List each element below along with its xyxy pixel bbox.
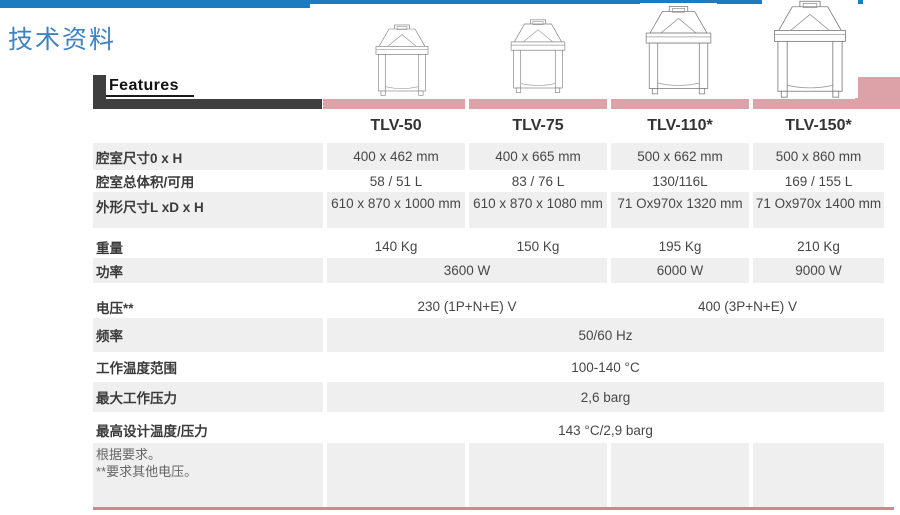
features-heading-bar <box>93 99 322 109</box>
column-band-tlv150 <box>753 99 900 109</box>
spec-value: 500 x 662 mm <box>611 143 749 170</box>
spec-row-max-working-pressure: 最大工作压力 2,6 barg <box>93 382 884 412</box>
spec-value: 210 Kg <box>797 239 840 254</box>
row-label: 工作温度范围 <box>96 361 177 376</box>
bottom-rule <box>93 507 894 510</box>
spec-value: 83 / 76 L <box>511 173 565 189</box>
spec-value: 610 x 870 x 1080 mm <box>469 192 607 228</box>
spec-row-chamber-volume: 腔室总体积/可用 58 / 51 L 83 / 76 L 130/116L 16… <box>93 170 884 192</box>
spec-value: 130/116L <box>652 173 708 189</box>
model-header-tlv50: TLV-50 <box>370 116 422 134</box>
spec-value: 169 / 155 L <box>784 173 853 189</box>
features-heading-underline <box>106 95 194 97</box>
header-spacer <box>93 109 323 142</box>
spec-value: 400 x 665 mm <box>469 143 607 170</box>
spec-value: 230 (1P+N+E) V <box>417 299 517 314</box>
spec-value: 100-140 °C <box>571 359 640 375</box>
top-accent-bar-left <box>0 0 310 8</box>
spec-value: 143 °C/2,9 barg <box>558 422 653 438</box>
row-label: 腔室尺寸0 x H <box>93 143 323 170</box>
spec-value: 610 x 870 x 1000 mm <box>327 192 465 228</box>
spec-value: 400 x 462 mm <box>327 143 465 170</box>
spec-row-design-temp-pressure: 最高设计温度/压力 143 °C/2,9 barg <box>93 417 884 443</box>
machine-illustration-tlv75-icon <box>506 15 570 97</box>
spec-value: 140 Kg <box>374 239 418 254</box>
spec-row-overall-dimensions: 外形尺寸L xD x H 610 x 870 x 1000 mm 610 x 8… <box>93 192 884 228</box>
spec-row-power: 功率 3600 W 6000 W 9000 W <box>93 258 884 283</box>
machine-illustration-tlv110-icon <box>640 3 717 97</box>
empty-cell <box>327 443 465 507</box>
empty-cell <box>753 443 884 507</box>
model-header-row: TLV-50 TLV-75 TLV-110* TLV-150* <box>93 109 884 142</box>
spec-row-chamber-size: 腔室尺寸0 x H 400 x 462 mm 400 x 665 mm 500 … <box>93 143 884 170</box>
page-title: 技术资料 <box>8 26 117 54</box>
row-label: 最大工作压力 <box>93 382 323 412</box>
machine-illustration-tlv50-icon <box>371 23 433 97</box>
footnote-row: 根据要求。 **要求其他电压。 <box>93 443 884 507</box>
empty-cell <box>469 443 607 507</box>
column-band-corner <box>855 77 900 99</box>
spec-value: 150 Kg <box>516 239 560 254</box>
row-label: 重量 <box>96 240 123 256</box>
spec-value: 400 (3P+N+E) V <box>697 299 798 314</box>
footnote-cell: 根据要求。 **要求其他电压。 <box>93 443 323 507</box>
model-header-tlv110: TLV-110* <box>647 116 713 134</box>
column-band-tlv75 <box>469 99 607 109</box>
row-label: 功率 <box>93 258 323 283</box>
spec-value: 3600 W <box>327 258 607 283</box>
spec-value: 58 / 51 L <box>369 173 423 189</box>
spec-value: 71 Ox970x 1400 mm <box>753 192 884 228</box>
row-label: 外形尺寸L xD x H <box>93 192 323 228</box>
row-label: 腔室总体积/可用 <box>96 175 195 190</box>
spec-value: 500 x 860 mm <box>753 143 884 170</box>
column-band-tlv50 <box>323 99 465 109</box>
spec-value: 195 Kg <box>658 239 702 254</box>
spec-value: 2,6 barg <box>327 382 884 412</box>
spec-value: 71 Ox970x 1320 mm <box>611 192 749 228</box>
row-label: 电压** <box>96 300 134 316</box>
machine-illustration-tlv150-icon <box>762 0 858 98</box>
model-header-tlv75: TLV-75 <box>512 116 564 134</box>
footnote-line-2: **要求其他电压。 <box>96 464 198 479</box>
spec-value: 9000 W <box>753 258 884 283</box>
column-band-tlv110 <box>611 99 749 109</box>
top-accent-bar-right <box>310 0 863 4</box>
spec-row-frequency: 频率 50/60 Hz <box>93 318 884 352</box>
spec-row-voltage: 电压** 230 (1P+N+E) V 400 (3P+N+E) V <box>93 295 884 318</box>
spec-value: 6000 W <box>611 258 749 283</box>
spec-row-weight: 重量 140 Kg 150 Kg 195 Kg 210 Kg <box>93 235 884 258</box>
row-label: 最高设计温度/压力 <box>96 424 208 439</box>
footnote-line-1: 根据要求。 <box>96 447 162 462</box>
row-label: 频率 <box>93 318 323 352</box>
spec-value: 50/60 Hz <box>327 318 884 352</box>
model-header-tlv150: TLV-150* <box>785 116 852 134</box>
empty-cell <box>611 443 749 507</box>
spec-row-working-temperature: 工作温度范围 100-140 °C <box>93 352 884 382</box>
features-heading: Features <box>109 77 179 94</box>
